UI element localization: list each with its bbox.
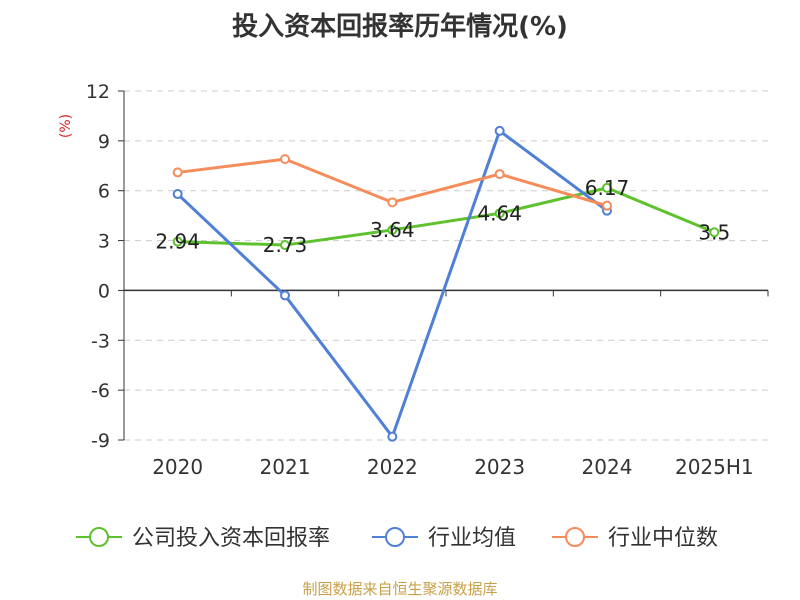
series-point [494, 169, 505, 180]
source-note: 制图数据来自恒生聚源数据库 [302, 580, 498, 598]
y-tick-label: 9 [98, 131, 110, 153]
legend-marker [89, 527, 109, 547]
series-point [280, 154, 290, 165]
legend: 公司投入资本回报率 行业均值 行业中位数 [76, 526, 718, 551]
legend-item: 行业均值 [372, 526, 516, 551]
legend-label: 公司投入资本回报率 [132, 526, 330, 551]
data-label: 3.64 [370, 218, 415, 242]
series-point [494, 125, 505, 136]
x-tick-label: 2025H1 [675, 455, 754, 479]
series-point [280, 240, 290, 251]
series-line [177, 186, 715, 247]
data-label: 6.17 [585, 176, 630, 200]
series-point [280, 290, 290, 301]
axes: 12 9 6 3 0 -3 -6 -9 2020 2021 2022 2023 2024 2025H1 (%… [58, 81, 769, 479]
data-labels: 2.94 2.73 3.64 4.64 6.17 3.5 [155, 176, 730, 257]
series-point [172, 189, 183, 200]
series-point [602, 182, 612, 193]
y-axis-label: (%) [58, 114, 74, 138]
series-lines [172, 125, 720, 442]
y-tick-label: 0 [98, 280, 110, 302]
legend-marker [385, 527, 405, 547]
y-tick-label: 12 [86, 81, 110, 103]
data-label: 3.5 [698, 220, 730, 244]
series-point [602, 200, 612, 211]
x-tick-label: 2024 [582, 455, 633, 479]
x-tick-label: 2023 [474, 455, 525, 479]
x-tick-label: 2022 [367, 455, 418, 479]
y-tick-label: -6 [91, 380, 110, 402]
x-tick-label: 2020 [152, 455, 203, 479]
data-label: 4.64 [477, 201, 522, 225]
data-label: 2.94 [155, 230, 200, 254]
series-point [172, 236, 183, 247]
legend-marker [565, 527, 585, 547]
series-point [387, 197, 398, 208]
grid-lines [124, 90, 768, 441]
series-point [494, 208, 505, 219]
y-tick-label: -3 [91, 330, 110, 352]
series-point [172, 167, 183, 178]
chart-title: 投入资本回报率历年情况(%) [232, 12, 568, 42]
series-point [709, 227, 720, 238]
legend-label: 行业均值 [428, 526, 516, 551]
x-tick-label: 2021 [260, 455, 311, 479]
legend-item: 行业中位数 [552, 526, 718, 551]
y-tick-label: -9 [91, 430, 110, 452]
y-tick-label: 6 [98, 181, 110, 203]
series-line [176, 129, 608, 439]
y-tick-label: 3 [98, 231, 110, 253]
legend-label: 行业中位数 [608, 526, 718, 551]
data-label: 2.73 [263, 233, 308, 257]
legend-item: 公司投入资本回报率 [76, 526, 330, 551]
series-point [387, 224, 398, 235]
series-point [387, 431, 398, 442]
